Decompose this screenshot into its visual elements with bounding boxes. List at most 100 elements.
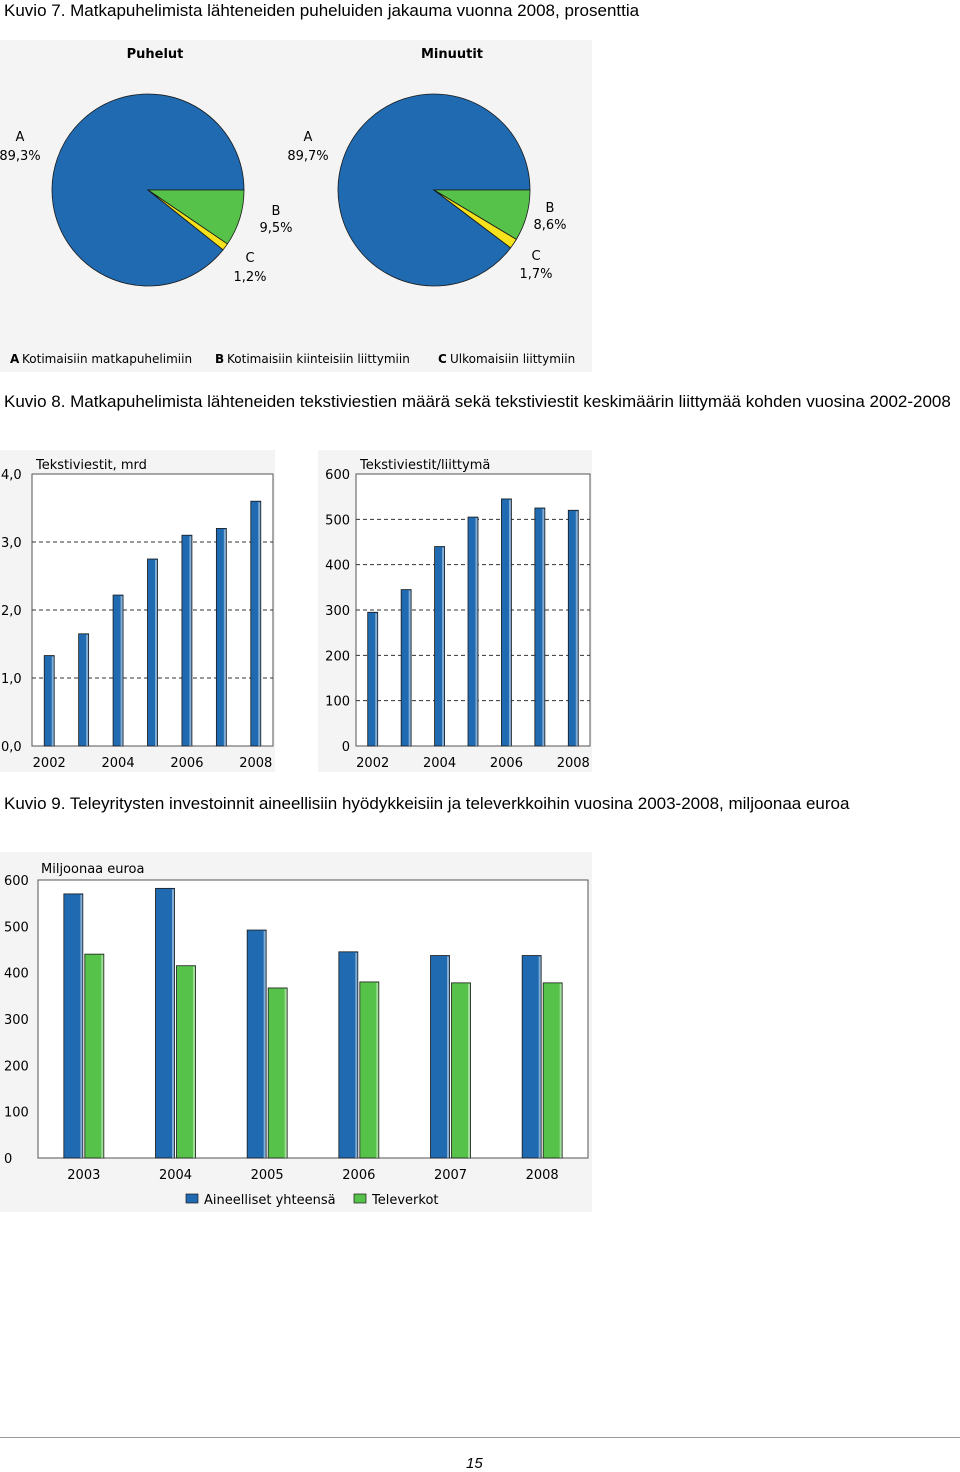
bar-2007 [534,507,546,747]
figure-caption-kuvio8: Kuvio 8. Matkapuhelimista lähteneiden te… [4,392,951,411]
bar-2008-face [567,509,579,747]
y-tick-label: 300 [4,1013,29,1028]
bar-2008 [567,509,579,747]
pie-legend-label-c: Ulkomaisiin liittymiin [450,352,575,366]
puhelut-slice-c [147,189,228,251]
bar-2006-highlight [189,536,192,746]
bar-2006-series-2-highlight [376,982,379,1158]
x-tick-label: 2006 [342,1168,375,1183]
bar-2003-series-2-highlight [101,955,104,1158]
pie-charts-kuvio7: Puhelut A 89,3% B 9,5% C 1,2% Minuutit A 89,7% B 8,… [0,40,592,372]
bar-2007-series-2-highlight [468,983,470,1158]
bar-2006 [181,534,193,747]
bar-2008-series-1 [521,955,542,1159]
bar-2005-series-1-face [246,929,267,1159]
bar-2003 [400,589,412,747]
y-tick-label: 100 [4,1106,29,1121]
minuutit-slice-letter-c: C [531,249,540,264]
bar-2008-series-2 [542,982,563,1159]
bar-2007-series-1 [430,955,450,1159]
x-tick-label: 2002 [356,756,389,771]
bar-2003-highlight [408,590,411,746]
minuutit-slice-value-a: 89,7% [287,149,328,164]
bar-2006-series-2-face [359,981,380,1159]
bar-2004-face [434,546,445,747]
bar-2004-series-2-face [176,965,196,1159]
bar-2002-highlight [51,656,54,746]
bar-2008-series-2-face [542,982,563,1159]
pie-legend-letter-b: B [215,352,224,366]
puhelut-slice-letter-c: C [245,251,254,266]
bar-2005-series-2-highlight [284,988,287,1158]
y-tick-label: 200 [4,1059,29,1074]
puhelut-slice-letter-a: A [16,130,25,145]
bar-2007-series-2 [451,982,471,1159]
bar-2004 [112,594,124,747]
puhelut-slice-letter-b: B [272,204,281,219]
bar-2008-series-1-highlight [538,956,541,1158]
bar-2005-highlight [155,560,157,746]
legend-label-series-1: Aineelliset yhteensä [204,1193,336,1208]
minuutit-pie-title: Minuutit [421,47,483,62]
bar-2006-face [181,534,193,747]
page-number: 15 [466,1455,483,1472]
bar-2005 [467,516,479,747]
bar-2005 [147,558,158,747]
y-tick-label: 100 [325,695,350,710]
x-tick-label: 2003 [67,1168,100,1183]
bar-2002 [43,655,55,747]
x-tick-label: 2005 [251,1168,284,1183]
bar-2003-series-1-face [63,893,84,1159]
legend-swatch-series-2 [353,1193,367,1204]
bar-2004-series-1-face [155,887,175,1159]
y-tick-label: 500 [4,920,29,935]
chart-title: Tekstiviestit/liittymä [359,458,490,473]
bar-2003-highlight [86,634,89,746]
bar-2003-series-2-face [84,953,105,1159]
figure-caption-kuvio9: Kuvio 9. Teleyritysten investoinnit aine… [4,794,850,813]
minuutit-slice-c [433,189,517,249]
bar-2006-series-1 [338,951,359,1159]
y-tick-label: 0,0 [1,740,22,755]
x-tick-label: 2008 [239,756,272,771]
bar-2004 [434,546,445,747]
bar-2003 [78,633,90,747]
bar-2007-highlight [223,529,226,746]
bar-2003-series-1 [63,893,84,1159]
footer-divider [0,1437,960,1438]
x-tick-label: 2006 [490,756,523,771]
pie-legend-letter-a: A [10,352,20,366]
legend-label-series-2: Televerkot [371,1193,439,1208]
bar-2008-highlight [575,511,578,746]
minuutit-slice-letter-a: A [304,130,313,145]
bar-2004-series-2-highlight [193,966,195,1158]
puhelut-slice-value-c: 1,2% [233,270,266,285]
bar-2007 [215,528,227,747]
bar-2005-series-2 [267,987,288,1159]
bar-2004-highlight [442,547,445,746]
puhelut-slice-value-a: 89,3% [0,149,41,164]
bar-2003-series-2 [84,953,105,1159]
bar-2007-series-1-highlight [447,956,449,1158]
bar-2004-highlight [120,596,123,746]
bar-2005-face [147,558,158,747]
bar-chart-sms-count: Tekstiviestit, mrd 0,0 1,0 2,0 3,0 4,0 2002 200… [0,450,275,772]
chart-title: Tekstiviestit, mrd [35,458,147,473]
bar-2008-highlight [258,502,261,746]
bar-2006-series-1-highlight [355,952,358,1158]
bar-2008 [250,500,262,747]
x-tick-label: 2004 [423,756,456,771]
pie-legend-label-b: Kotimaisiin kiinteisiin liittymiin [227,352,410,366]
y-tick-label: 1,0 [1,672,22,687]
minuutit-slice-value-c: 1,7% [519,267,552,282]
bar-2008-face [250,500,262,747]
y-tick-label: 400 [325,559,350,574]
bar-2004-face [112,594,124,747]
y-tick-label: 400 [4,967,29,982]
x-tick-label: 2008 [526,1168,559,1183]
bar-2002-highlight [375,613,378,746]
bar-2007-series-1-face [430,955,450,1159]
bar-2002-face [43,655,55,747]
x-tick-label: 2002 [33,756,66,771]
x-tick-label: 2008 [557,756,590,771]
